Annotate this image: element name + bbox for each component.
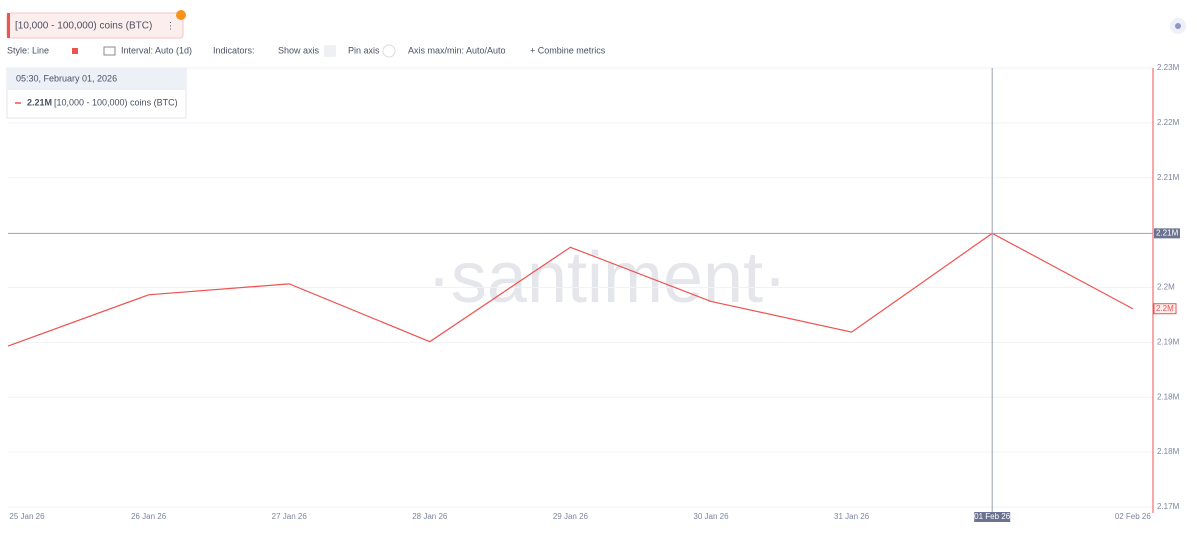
pill-accent: [7, 13, 10, 38]
y-tick-label: 2.18M: [1157, 447, 1180, 456]
x-tick-label: 28 Jan 26: [412, 512, 448, 521]
y-tick-label: 2.2M: [1157, 283, 1175, 292]
interval-select[interactable]: Interval: Auto (1d): [121, 45, 192, 55]
x-tick-highlight: [974, 512, 1011, 522]
x-tick-label: 02 Feb 26: [1115, 512, 1152, 521]
last-value-label: 2.2M: [1156, 304, 1174, 313]
last-value-bg: [1153, 303, 1177, 315]
show-axis[interactable]: Show axis: [278, 45, 320, 55]
x-tick-label: 25 Jan 26: [9, 512, 45, 521]
x-tick-label: 01 Feb 26: [974, 512, 1011, 521]
pin-axis[interactable]: Pin axis: [348, 45, 380, 55]
crosshair-label: 2.21M: [1156, 228, 1179, 237]
x-tick-label: 30 Jan 26: [693, 512, 729, 521]
x-tick-label: 29 Jan 26: [553, 512, 589, 521]
x-tick-label: 26 Jan 26: [131, 512, 167, 521]
indicators-select[interactable]: Indicators:: [213, 45, 255, 55]
y-tick-label: 2.21M: [1157, 173, 1180, 182]
pin-axis-toggle[interactable]: [382, 44, 396, 58]
x-tick-label: 31 Jan 26: [834, 512, 870, 521]
y-tick-label: 2.18M: [1157, 392, 1180, 401]
y-tick-label: 2.19M: [1157, 337, 1180, 346]
menu-dots[interactable]: ⋮: [166, 20, 175, 30]
axis-minmax[interactable]: Axis max/min: Auto/Auto: [408, 45, 506, 55]
y-tick-label: 2.23M: [1157, 63, 1180, 72]
metric-name: [10,000 - 100,000) coins (BTC): [15, 21, 152, 32]
combine-metrics[interactable]: + Combine metrics: [530, 45, 606, 55]
btc-icon: [176, 10, 186, 20]
settings-dot: [1175, 23, 1181, 29]
color-select[interactable]: [72, 48, 78, 54]
interval-icon: [103, 46, 116, 56]
tooltip-value: 2.21M: [27, 97, 52, 107]
tooltip-metric: [10,000 - 100,000) coins (BTC): [54, 97, 178, 107]
show-axis-toggle[interactable]: [324, 45, 336, 57]
style-select[interactable]: Style: Line: [7, 45, 49, 55]
tooltip-header: [7, 68, 186, 90]
crosshair-label-bg: [1154, 228, 1180, 239]
x-tick-label: 27 Jan 26: [272, 512, 308, 521]
tooltip-date: 05:30, February 01, 2026: [16, 73, 117, 83]
y-tick-label: 2.17M: [1157, 502, 1180, 511]
line: [7, 232, 1134, 347]
y-tick-label: 2.22M: [1157, 118, 1180, 127]
